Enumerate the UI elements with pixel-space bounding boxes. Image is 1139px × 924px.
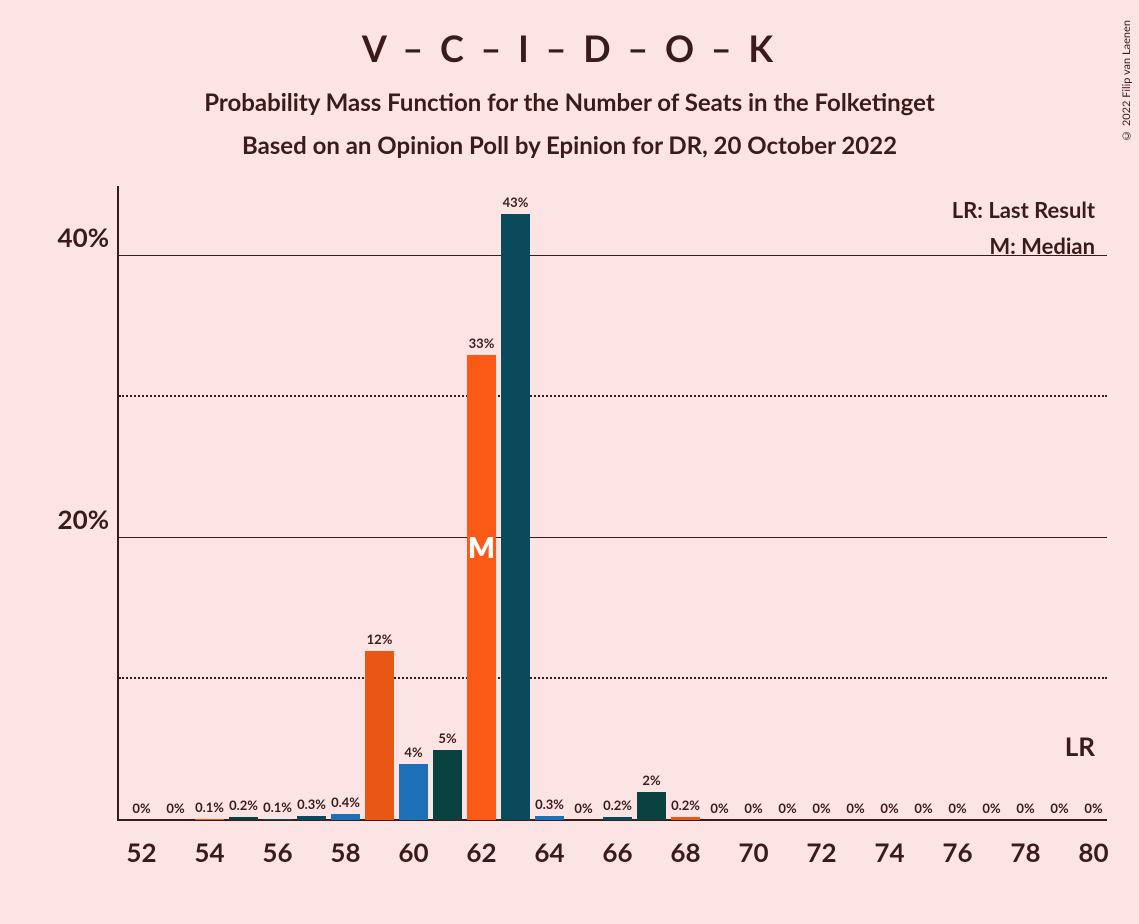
bar-value-label: 0.2% bbox=[603, 797, 632, 813]
bar-value-label: 0% bbox=[948, 800, 966, 816]
x-tick-label: 80 bbox=[1078, 836, 1108, 868]
x-tick-label: 74 bbox=[874, 836, 904, 868]
bar bbox=[535, 816, 564, 820]
bar bbox=[637, 792, 666, 820]
bar-value-label: 0% bbox=[778, 800, 796, 816]
bar-value-label: 0% bbox=[1084, 800, 1102, 816]
bar-value-label: 0% bbox=[132, 800, 150, 816]
x-tick-label: 78 bbox=[1010, 836, 1040, 868]
x-tick-label: 58 bbox=[330, 836, 360, 868]
bar-value-label: 0% bbox=[812, 800, 830, 816]
chart-title: V – C – I – D – O – K bbox=[0, 0, 1139, 70]
chart-subtitle-1: Probability Mass Function for the Number… bbox=[0, 88, 1139, 117]
x-tick-label: 52 bbox=[126, 836, 156, 868]
bar-value-label: 4% bbox=[404, 744, 422, 760]
bar-value-label: 0.2% bbox=[229, 797, 258, 813]
x-tick-label: 76 bbox=[942, 836, 972, 868]
bar-value-label: 0% bbox=[846, 800, 864, 816]
bar-value-label: 33% bbox=[469, 335, 495, 351]
bar bbox=[467, 355, 496, 820]
bar bbox=[263, 819, 292, 820]
y-tick-label: 20% bbox=[58, 503, 117, 535]
y-tick-label: 40% bbox=[58, 221, 117, 253]
median-marker: M bbox=[468, 530, 495, 564]
gridline-minor bbox=[119, 395, 1107, 397]
bar-value-label: 0.2% bbox=[671, 797, 700, 813]
plot-area: 20%40%0%0%0.1%0.2%0.1%0.3%0.4%12%4%5%33%… bbox=[117, 186, 1107, 820]
bar-value-label: 12% bbox=[367, 631, 393, 647]
bar-value-label: 0% bbox=[166, 800, 184, 816]
bar bbox=[671, 817, 700, 820]
last-result-marker: LR bbox=[1065, 730, 1095, 762]
gridline-minor bbox=[119, 677, 1107, 679]
bar-value-label: 0.1% bbox=[263, 799, 292, 815]
gridline bbox=[119, 255, 1107, 256]
x-tick-label: 68 bbox=[670, 836, 700, 868]
bar-value-label: 0% bbox=[914, 800, 932, 816]
bar bbox=[229, 817, 258, 820]
x-tick-label: 60 bbox=[398, 836, 428, 868]
bar-value-label: 0% bbox=[982, 800, 1000, 816]
copyright-credit: © 2022 Filip van Laenen bbox=[1120, 20, 1133, 142]
bar-value-label: 0% bbox=[880, 800, 898, 816]
bar-value-label: 2% bbox=[642, 772, 660, 788]
chart-subtitle-2: Based on an Opinion Poll by Epinion for … bbox=[0, 131, 1139, 160]
bar bbox=[501, 214, 530, 820]
bar bbox=[399, 764, 428, 820]
bar bbox=[603, 817, 632, 820]
bar-value-label: 0.3% bbox=[535, 796, 564, 812]
bar-value-label: 0% bbox=[710, 800, 728, 816]
x-tick-label: 66 bbox=[602, 836, 632, 868]
bar-value-label: 0% bbox=[744, 800, 762, 816]
bar-value-label: 0.1% bbox=[195, 799, 224, 815]
x-tick-label: 56 bbox=[262, 836, 292, 868]
bar bbox=[195, 819, 224, 820]
bar bbox=[331, 814, 360, 820]
bar bbox=[365, 651, 394, 820]
bar-value-label: 0.4% bbox=[331, 794, 360, 810]
bar bbox=[433, 750, 462, 820]
x-tick-label: 54 bbox=[194, 836, 224, 868]
x-tick-label: 70 bbox=[738, 836, 768, 868]
bar bbox=[297, 816, 326, 820]
bar-value-label: 0% bbox=[1050, 800, 1068, 816]
x-tick-label: 62 bbox=[466, 836, 496, 868]
bar-value-label: 0% bbox=[574, 800, 592, 816]
x-tick-label: 64 bbox=[534, 836, 564, 868]
chart-container: V – C – I – D – O – K Probability Mass F… bbox=[0, 0, 1139, 924]
bar-value-label: 43% bbox=[503, 194, 529, 210]
bar-value-label: 5% bbox=[438, 730, 456, 746]
x-tick-label: 72 bbox=[806, 836, 836, 868]
y-axis bbox=[117, 186, 119, 820]
bar-value-label: 0.3% bbox=[297, 796, 326, 812]
bar-value-label: 0% bbox=[1016, 800, 1034, 816]
gridline bbox=[119, 537, 1107, 538]
